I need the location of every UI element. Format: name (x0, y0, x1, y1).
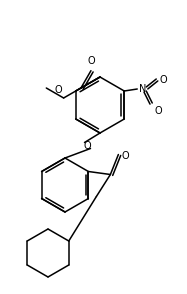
Text: O: O (84, 141, 91, 151)
Text: O: O (54, 85, 62, 95)
Text: O: O (87, 56, 95, 66)
Text: O: O (121, 151, 129, 161)
Text: O: O (159, 75, 167, 85)
Text: O: O (154, 106, 162, 116)
Text: N: N (139, 84, 146, 94)
